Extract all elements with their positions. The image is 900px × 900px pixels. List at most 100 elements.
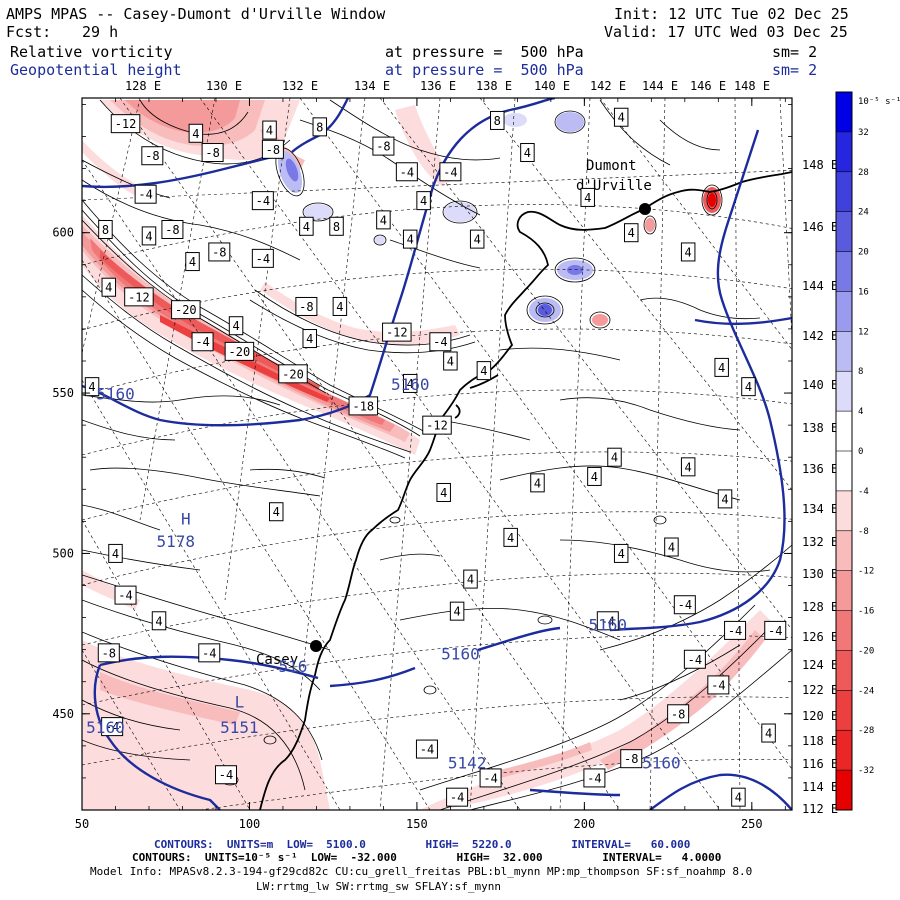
svg-text:4: 4 — [306, 332, 313, 346]
svg-text:4: 4 — [668, 541, 675, 555]
vorticity-contour-label: -4 — [764, 620, 787, 640]
vorticity-contour-label: 4 — [476, 361, 492, 381]
colorbar-level-label: 4 — [858, 407, 863, 417]
svg-text:4: 4 — [721, 492, 728, 506]
vorticity-contour-label: 4 — [402, 373, 418, 393]
svg-text:4: 4 — [266, 124, 273, 138]
svg-text:8: 8 — [316, 120, 323, 134]
vorticity-contour-label: -8 — [97, 643, 120, 663]
vorticity-contour-label: -4 — [583, 768, 606, 788]
svg-text:4: 4 — [507, 531, 514, 545]
longitude-label-right: 120 E — [802, 709, 838, 723]
vorticity-contour-label: -4 — [415, 739, 438, 759]
station-dumont-label-line2: d'Urville — [576, 178, 652, 194]
longitude-label: 146 E — [690, 79, 726, 93]
svg-text:4: 4 — [611, 451, 618, 465]
svg-text:-4: -4 — [400, 165, 414, 179]
vorticity-contour-label: 4 — [607, 447, 622, 467]
svg-text:4: 4 — [745, 380, 752, 394]
x-tick-label: 150 — [406, 817, 428, 831]
field2-name: Geopotential height — [10, 61, 182, 79]
init-time: Init: 12 UTC Tue 02 Dec 25 — [614, 5, 849, 23]
svg-text:4: 4 — [474, 233, 481, 247]
svg-text:4: 4 — [453, 605, 460, 619]
longitude-label: 130 E — [206, 79, 242, 93]
longitude-label-right: 148 E — [802, 158, 838, 172]
svg-text:-8: -8 — [102, 646, 116, 660]
vorticity-contour-label: -20 — [224, 341, 255, 361]
colorbar-swatch — [836, 211, 852, 252]
vorticity-contour-label: -8 — [161, 219, 184, 239]
svg-text:-20: -20 — [229, 345, 251, 359]
x-tick-label: 200 — [574, 817, 596, 831]
svg-text:4: 4 — [534, 476, 541, 490]
colorbar-level-label: 16 — [858, 287, 869, 297]
longitude-labels-top: 128 E 130 E 132 E 134 E 136 E 138 E 140 E 142 E… — [125, 79, 770, 93]
colorbar-swatch — [836, 451, 852, 491]
x-tick-label: 100 — [239, 817, 261, 831]
vorticity-contour-label: 4 — [469, 229, 485, 249]
vorticity-contour-label: -4 — [198, 643, 221, 663]
vorticity-contour-label: -8 — [295, 296, 318, 316]
colorbar-level-label: -24 — [858, 686, 874, 696]
vorticity-contour-label: 4 — [449, 601, 465, 621]
svg-text:4: 4 — [685, 460, 692, 474]
svg-text:-4: -4 — [105, 720, 119, 734]
colorbar-swatch — [836, 530, 852, 571]
vorticity-contour-label: -12 — [110, 114, 141, 134]
svg-text:4: 4 — [380, 213, 387, 227]
svg-text:4: 4 — [618, 111, 625, 125]
vorticity-contour-label: 4 — [613, 543, 629, 563]
longitude-label: 128 E — [125, 79, 161, 93]
vorticity-contour-label: 4 — [84, 377, 100, 397]
vorticity-contour-label: -8 — [261, 139, 284, 159]
vorticity-contour-label: 4 — [463, 569, 478, 589]
longitude-label-right: 140 E — [802, 378, 838, 392]
vorticity-contour-label: -4 — [215, 765, 238, 785]
svg-text:-4: -4 — [450, 791, 464, 805]
colorbar-swatch — [836, 371, 852, 412]
graticule — [82, 98, 792, 810]
vorticity-contour-label: -4 — [673, 595, 696, 615]
vorticity-contour-label: -8 — [208, 242, 231, 262]
vorticity-contour-label: 4 — [141, 226, 157, 246]
y-axis: 450 500 550 600 — [52, 104, 792, 779]
colorbar-level-label: 24 — [858, 208, 869, 218]
svg-text:-8: -8 — [145, 149, 159, 163]
svg-text:-4: -4 — [219, 768, 233, 782]
svg-text:-4: -4 — [678, 598, 692, 612]
colorbar-level-label: -8 — [858, 527, 869, 537]
svg-text:4: 4 — [447, 354, 454, 368]
colorbar-swatch — [836, 610, 852, 651]
longitude-label-right: 122 E — [802, 683, 838, 697]
vorticity-contour-label: 8 — [312, 117, 328, 137]
vorticity-contour-label: 4 — [530, 473, 545, 493]
colorbar: 10⁻⁵ s⁻¹ 32 28 24 20 16 12 8 4 0 -4 -8 -12 -16 -20 -24… — [835, 91, 900, 811]
vorticity-contour-label: 4 — [714, 357, 729, 377]
height-contour-label: 5151 — [220, 718, 259, 737]
forecast-label: Fcst: — [6, 23, 52, 41]
colorbar-swatch — [836, 92, 852, 132]
longitude-label: 132 E — [282, 79, 318, 93]
height-contours — [82, 98, 792, 810]
svg-text:-4: -4 — [688, 653, 702, 667]
vorticity-contour-label: 4 — [580, 187, 595, 207]
colorbar-level-label: 8 — [858, 367, 863, 377]
height-label-group: 5160 5160 H 5178 5160 5160 516 L 5151 5160 5142 516… — [86, 375, 680, 772]
vorticity-contour-label: 4 — [108, 543, 123, 563]
svg-text:-4: -4 — [202, 646, 216, 660]
colorbar-level-label: 12 — [858, 327, 869, 337]
svg-text:4: 4 — [628, 226, 635, 240]
valid-time: Valid: 17 UTC Wed 03 Dec 25 — [604, 23, 848, 41]
svg-text:4: 4 — [440, 486, 447, 500]
svg-text:4: 4 — [591, 470, 598, 484]
svg-text:-4: -4 — [138, 188, 152, 202]
svg-text:-8: -8 — [671, 707, 685, 721]
field1-name: Relative vorticity — [10, 43, 173, 61]
vorticity-contour-label: -8 — [620, 749, 643, 769]
vorticity-contour-label: 4 — [302, 329, 317, 349]
longitude-label: 138 E — [476, 79, 512, 93]
vorticity-contour-label: -8 — [201, 143, 224, 163]
vorticity-contour-label: -4 — [683, 649, 706, 669]
